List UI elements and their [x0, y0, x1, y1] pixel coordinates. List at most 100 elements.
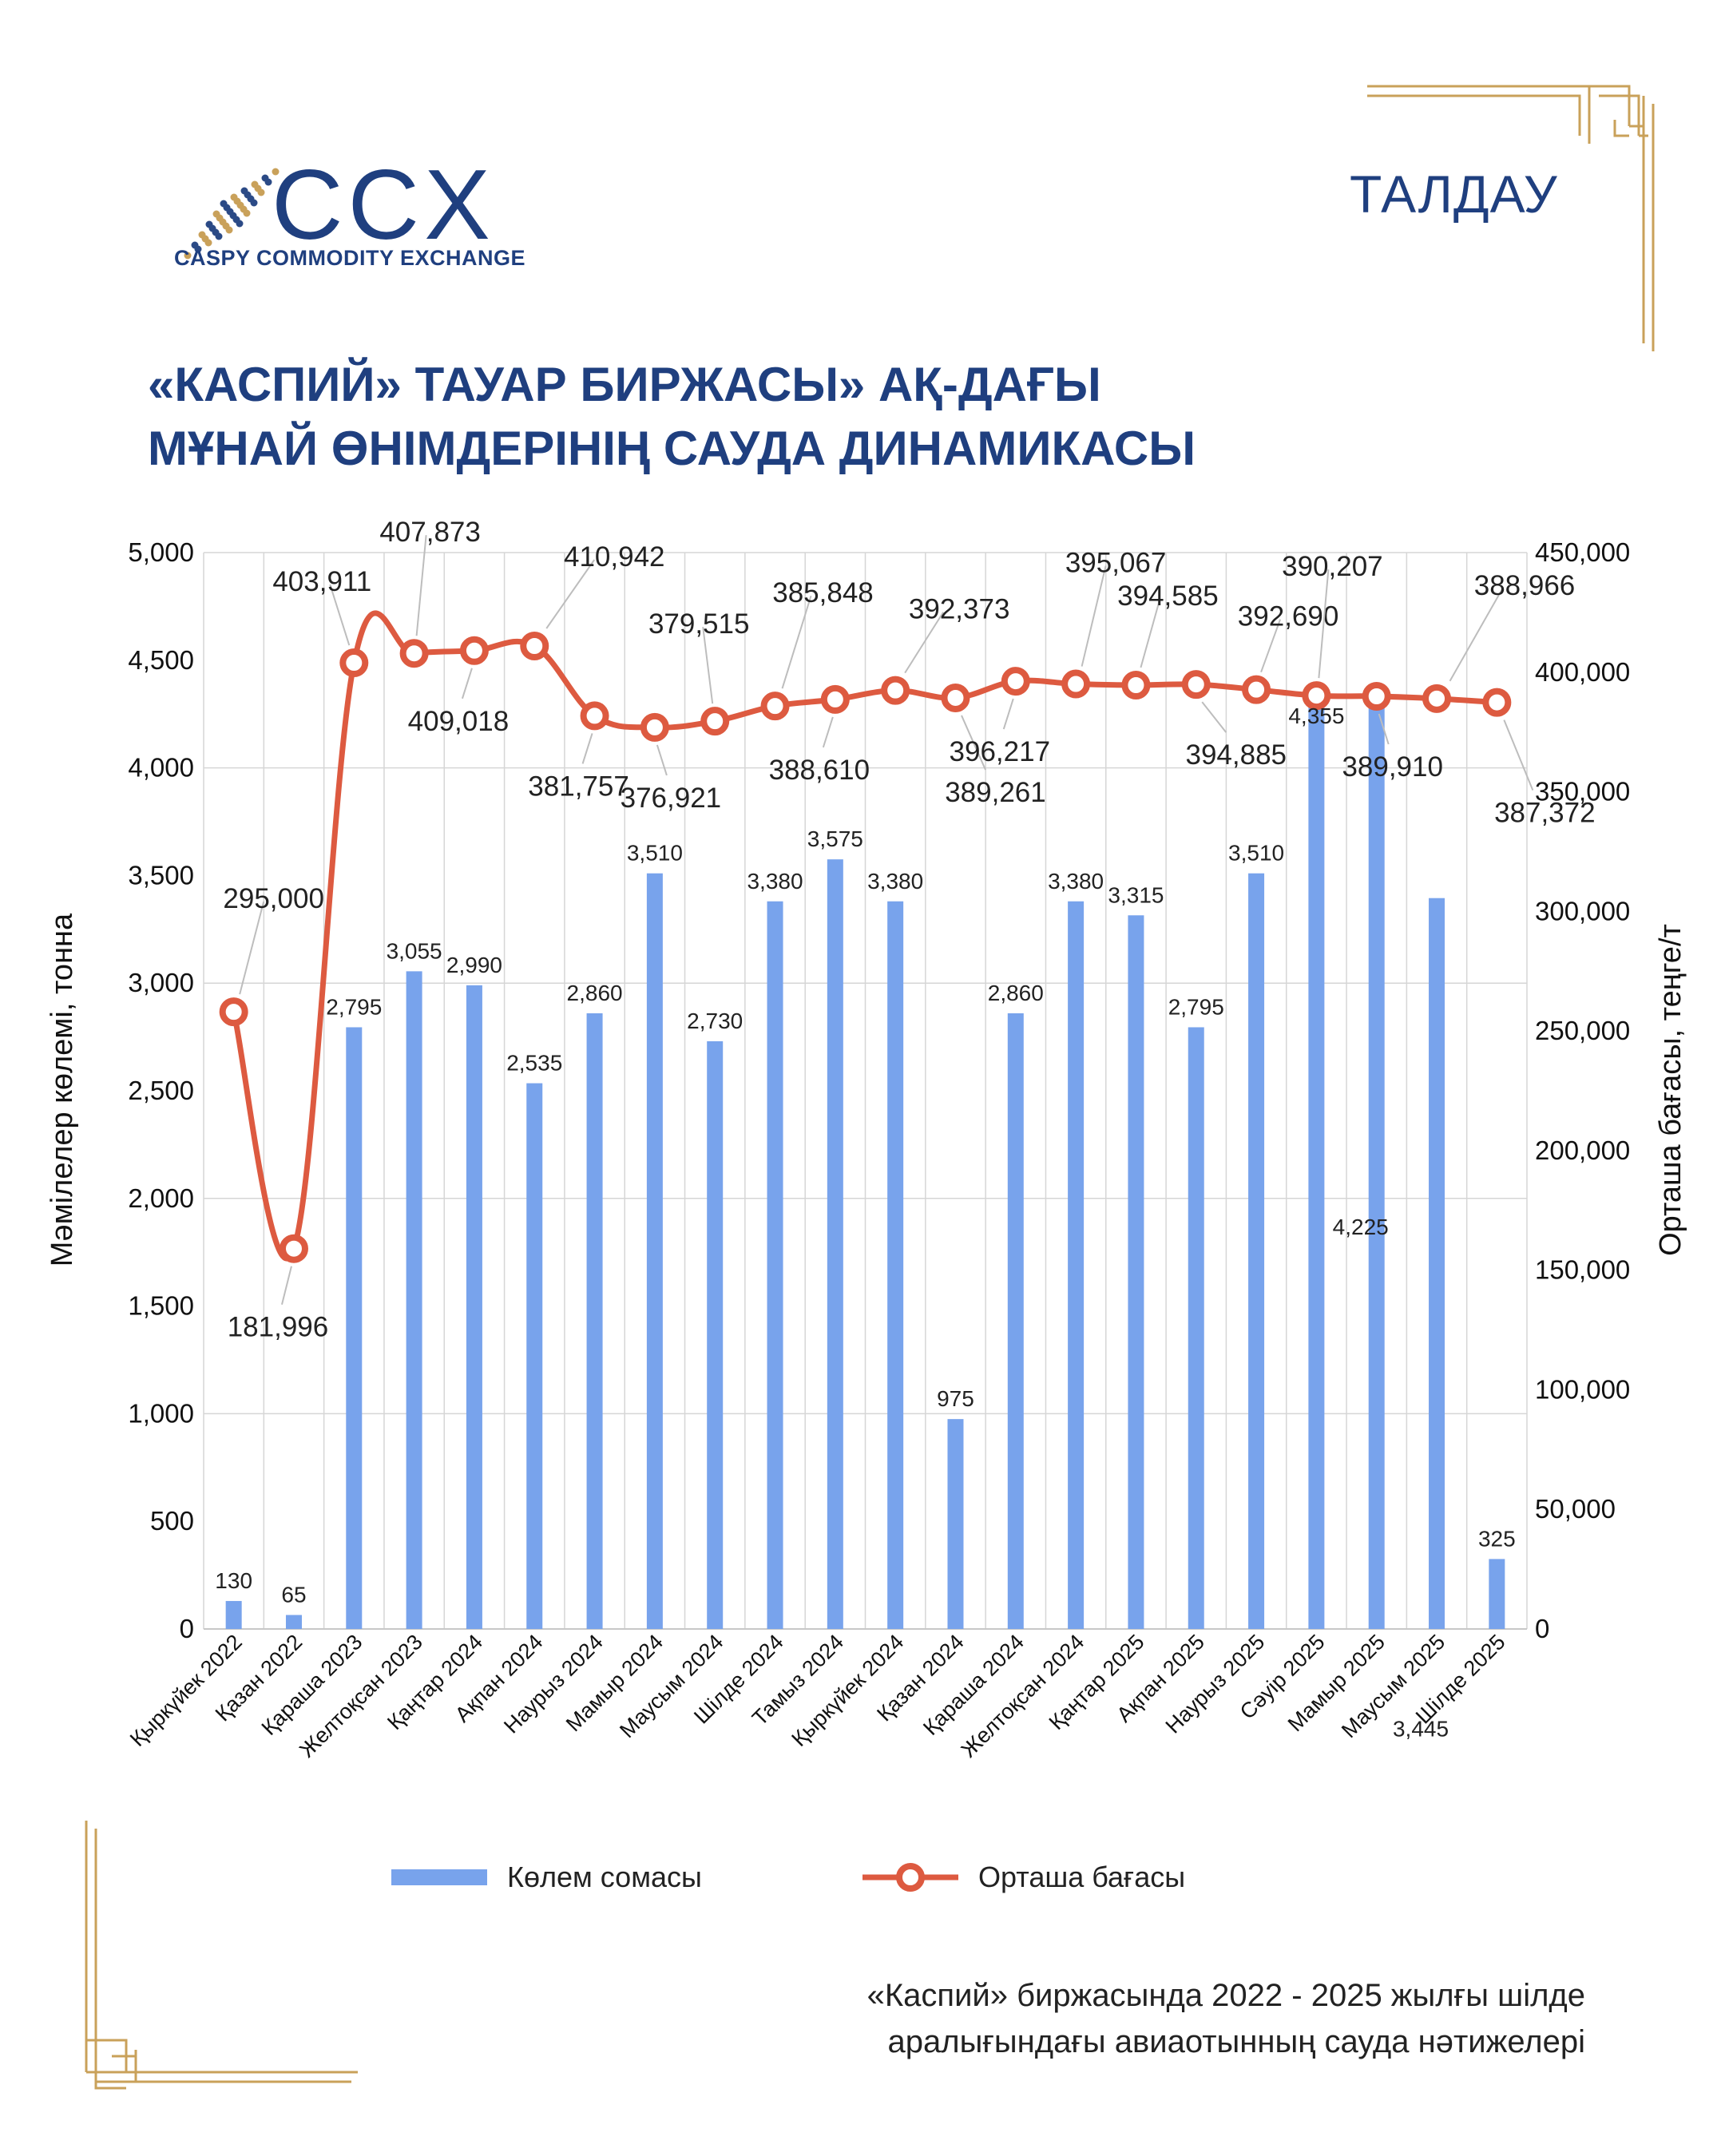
price-marker [1482, 688, 1512, 717]
y-left-tick-label: 2,000 [128, 1183, 194, 1213]
price-leader-line [961, 715, 986, 771]
bar-value-label: 3,380 [1048, 869, 1104, 894]
logo-dots-icon [184, 168, 280, 260]
price-leader-line [1449, 588, 1504, 682]
price-value-label: 395,067 [1065, 548, 1167, 579]
y-left-tick-label: 1,500 [128, 1291, 194, 1321]
logo-dot [191, 241, 199, 249]
price-marker [760, 692, 790, 721]
price-value-label: 389,910 [1342, 751, 1443, 783]
legend-swatch-bar [391, 1869, 487, 1885]
price-marker [1121, 670, 1151, 700]
y-right-tick-label: 350,000 [1535, 777, 1630, 807]
bar [346, 1027, 363, 1629]
price-value-label: 403,911 [272, 566, 371, 597]
y-right-tick-label: 250,000 [1535, 1016, 1630, 1045]
legend-swatch-marker [896, 1863, 925, 1892]
y-left-tick-label: 0 [180, 1614, 194, 1643]
bar [827, 859, 843, 1629]
price-marker [279, 1234, 308, 1263]
bar [466, 985, 482, 1629]
bar [707, 1040, 724, 1629]
price-leader-line [281, 1266, 292, 1305]
price-leader-line [781, 595, 812, 689]
price-marker [700, 707, 730, 736]
bar-value-label: 3,315 [1108, 882, 1164, 907]
price-marker [459, 636, 489, 665]
brand-tagline: CASPY COMMODITY EXCHANGE [174, 246, 526, 270]
price-leader-line [581, 733, 593, 764]
bar-value-label: 3,055 [387, 938, 442, 963]
price-value-label: 388,610 [769, 755, 870, 786]
price-value-label: 396,217 [950, 736, 1051, 767]
y-left-tick-label: 500 [150, 1506, 194, 1536]
price-leader-line [1318, 569, 1330, 679]
price-value-label: 409,018 [408, 706, 510, 737]
y-left-tick-label: 4,000 [128, 753, 194, 783]
grid-layer [203, 552, 1528, 1630]
chart-legend: Көлем сомасы Орташа бағасы [391, 1861, 1185, 1893]
bar [947, 1419, 964, 1629]
y-left-tick-label: 1,000 [128, 1398, 194, 1428]
price-value-label: 387,372 [1494, 798, 1596, 829]
price-marker [219, 997, 248, 1027]
price-value-label: 388,966 [1474, 570, 1576, 601]
page-title: «КАСПИЙ» ТАУАР БИРЖАСЫ» АҚ-ДАҒЫ МҰНАЙ ӨН… [148, 353, 1585, 481]
bar [1489, 1559, 1505, 1629]
price-leader-line [1140, 598, 1161, 668]
bar-value-label: 4,355 [1288, 703, 1344, 728]
bar-value-label: 65 [281, 1582, 306, 1607]
footnote: «Каспий» биржасында 2022 - 2025 жылғы ші… [627, 1972, 1585, 2065]
price-value-label: 181,996 [228, 1312, 329, 1343]
logo-dot [198, 231, 206, 239]
bar [225, 1600, 242, 1629]
bar [1308, 691, 1325, 1629]
bar-value-label: 2,795 [326, 994, 382, 1019]
bar-value-label: 975 [937, 1386, 974, 1411]
bar-value-label: 2,860 [567, 981, 623, 1005]
legend-label-price: Орташа бағасы [978, 1861, 1185, 1893]
x-tick-label: Маусым 2024 [615, 1630, 728, 1742]
logo-dot [240, 187, 248, 195]
price-value-label: 385,848 [772, 577, 874, 608]
legend-label-volume: Көлем сомасы [507, 1861, 702, 1893]
bar [285, 1615, 302, 1629]
bar-value-label: 3,445 [1393, 1717, 1449, 1742]
bar [1188, 1027, 1204, 1629]
price-marker [881, 676, 910, 705]
price-leader-line [1002, 698, 1014, 730]
brand-name: CCX [272, 150, 495, 260]
y-left-tick-label: 3,000 [128, 968, 194, 997]
y-right-tick-label: 300,000 [1535, 896, 1630, 925]
y-left-tick-label: 2,500 [128, 1076, 194, 1105]
price-value-label: 379,515 [648, 608, 750, 640]
price-value-label: 390,207 [1282, 551, 1383, 582]
bar [1429, 898, 1445, 1629]
price-marker [399, 639, 429, 668]
footnote-line-1: «Каспий» биржасында 2022 - 2025 жылғы ші… [866, 1978, 1585, 2013]
price-value-label: 410,942 [564, 541, 665, 573]
y-right-tick-label: 100,000 [1535, 1374, 1630, 1404]
title-line-1: «КАСПИЙ» ТАУАР БИРЖАСЫ» АҚ-ДАҒЫ [148, 358, 1101, 411]
line-layer [219, 610, 1512, 1263]
logo-dot [230, 193, 238, 201]
logo-dot [212, 210, 220, 218]
bar-value-label: 2,795 [1168, 994, 1224, 1019]
price-marker [1422, 684, 1452, 713]
bar-value-label: 2,990 [446, 953, 502, 977]
logo-dot [220, 200, 228, 208]
logo-dot [251, 180, 259, 188]
logo-dot [205, 220, 213, 228]
y-right-tick-label: 450,000 [1535, 537, 1630, 567]
y-right-tick-label: 200,000 [1535, 1135, 1630, 1165]
price-marker [1001, 667, 1030, 696]
price-leader-line [1260, 619, 1282, 673]
bar [1128, 915, 1144, 1629]
price-marker [820, 684, 850, 714]
y-left-tick-label: 4,500 [128, 645, 194, 675]
bar [586, 1013, 603, 1629]
logo-dot [272, 168, 280, 176]
